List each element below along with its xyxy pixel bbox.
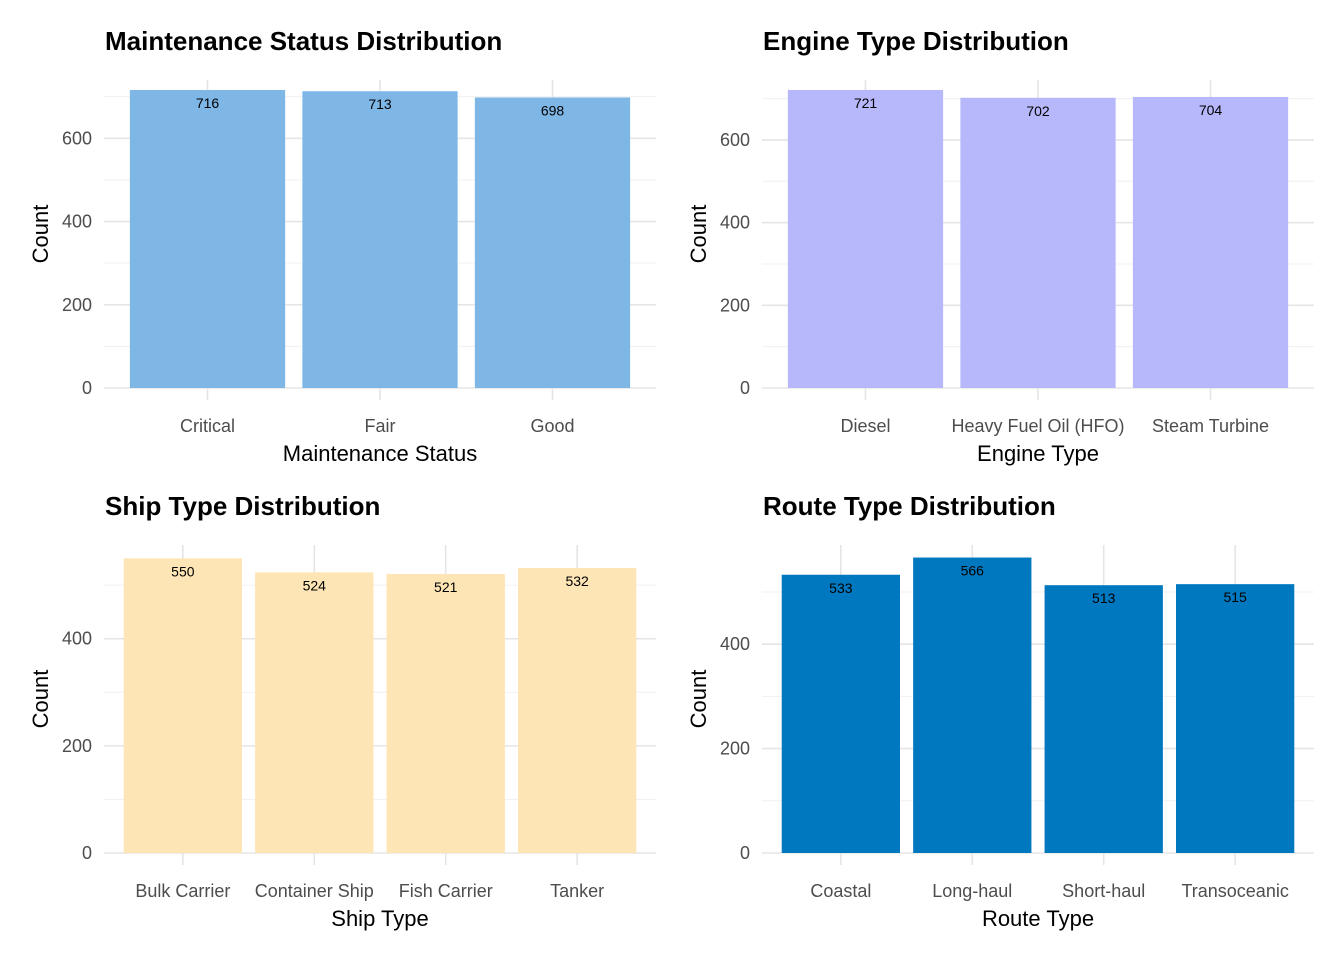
- data-label: 521: [434, 579, 458, 595]
- data-label: 566: [961, 563, 985, 579]
- bar-tanker: [518, 568, 637, 853]
- data-label: 524: [303, 577, 327, 593]
- y-tick-label: 600: [62, 128, 92, 148]
- bar-short-haul: [1044, 585, 1163, 853]
- bar-steam-turbine: [1132, 96, 1289, 389]
- y-tick-label: 0: [82, 378, 92, 398]
- chart-title: Ship Type Distribution: [105, 491, 380, 521]
- x-axis-title: Engine Type: [977, 441, 1099, 466]
- chart-panel-3: 550 524 521 532 0 200 400 Bulk Carrier Container…: [28, 491, 656, 931]
- x-axis-title: Route Type: [982, 906, 1094, 931]
- y-tick-label: 400: [720, 634, 750, 654]
- y-tick-label: 200: [720, 739, 750, 759]
- bar-fair: [302, 91, 458, 388]
- x-tick-label: Coastal: [810, 881, 871, 901]
- y-tick-label: 400: [62, 212, 92, 232]
- x-tick-label: Short-haul: [1062, 881, 1145, 901]
- y-tick-label: 0: [740, 843, 750, 863]
- y-tick-label: 200: [720, 295, 750, 315]
- x-tick-label: Transoceanic: [1181, 881, 1288, 901]
- y-tick-label: 600: [720, 130, 750, 150]
- data-label: 533: [829, 580, 853, 596]
- data-label: 713: [368, 96, 392, 112]
- x-tick-label: Heavy Fuel Oil (HFO): [951, 416, 1124, 436]
- bars: 721 702 704: [787, 89, 1289, 389]
- x-tick-label: Fair: [365, 416, 396, 436]
- bar-good: [474, 97, 631, 388]
- chart-title: Route Type Distribution: [763, 491, 1056, 521]
- chart-title: Maintenance Status Distribution: [105, 26, 502, 56]
- x-tick-label: Bulk Carrier: [135, 881, 230, 901]
- x-tick-label: Good: [530, 416, 574, 436]
- y-tick-label: 400: [720, 213, 750, 233]
- y-axis-title: Count: [686, 205, 711, 264]
- x-tick-label: Long-haul: [932, 881, 1012, 901]
- bars: 550 524 521 532: [123, 558, 637, 853]
- bar-bulk-carrier: [123, 558, 242, 853]
- y-tick-label: 200: [62, 295, 92, 315]
- data-label: 513: [1092, 590, 1116, 606]
- bars: 716 713 698: [129, 89, 631, 388]
- y-axis-title: Count: [28, 670, 53, 729]
- y-tick-label: 0: [82, 843, 92, 863]
- data-label: 532: [565, 573, 589, 589]
- data-label: 721: [854, 95, 878, 111]
- bar-fish-carrier: [386, 573, 505, 853]
- x-tick-label: Critical: [180, 416, 235, 436]
- bar-heavy-fuel-oil-hfo-: [960, 97, 1116, 388]
- x-tick-label: Tanker: [550, 881, 604, 901]
- x-axis-title: Ship Type: [331, 906, 428, 931]
- y-tick-label: 400: [62, 629, 92, 649]
- bar-transoceanic: [1176, 584, 1295, 853]
- x-tick-label: Container Ship: [255, 881, 374, 901]
- data-label: 550: [171, 563, 195, 579]
- y-axis-title: Count: [686, 670, 711, 729]
- chart-panel-4: 533 566 513 515 0 200 400 Coastal Long-haul Short…: [686, 491, 1314, 931]
- bar-critical: [129, 89, 286, 388]
- data-label: 704: [1199, 102, 1223, 118]
- data-label: 716: [196, 95, 220, 111]
- data-label: 702: [1026, 103, 1050, 119]
- bars: 533 566 513 515: [781, 557, 1295, 853]
- chart-panel-1: 716 713 698 0 200 400 600 Critical Fair Good Maint…: [28, 26, 656, 466]
- data-label: 698: [541, 102, 565, 118]
- x-axis-title: Maintenance Status: [283, 441, 477, 466]
- x-tick-label: Diesel: [840, 416, 890, 436]
- x-tick-label: Fish Carrier: [399, 881, 493, 901]
- y-tick-label: 0: [740, 378, 750, 398]
- bar-diesel: [787, 89, 944, 388]
- bar-container-ship: [255, 572, 374, 853]
- chart-title: Engine Type Distribution: [763, 26, 1069, 56]
- bar-coastal: [781, 574, 900, 853]
- chart-panel-2: 721 702 704 0 200 400 600 Diesel Heavy Fuel Oil …: [686, 26, 1314, 466]
- x-tick-label: Steam Turbine: [1152, 416, 1269, 436]
- bar-long-haul: [913, 557, 1032, 853]
- y-tick-label: 200: [62, 736, 92, 756]
- data-label: 515: [1223, 589, 1247, 605]
- y-axis-title: Count: [28, 205, 53, 264]
